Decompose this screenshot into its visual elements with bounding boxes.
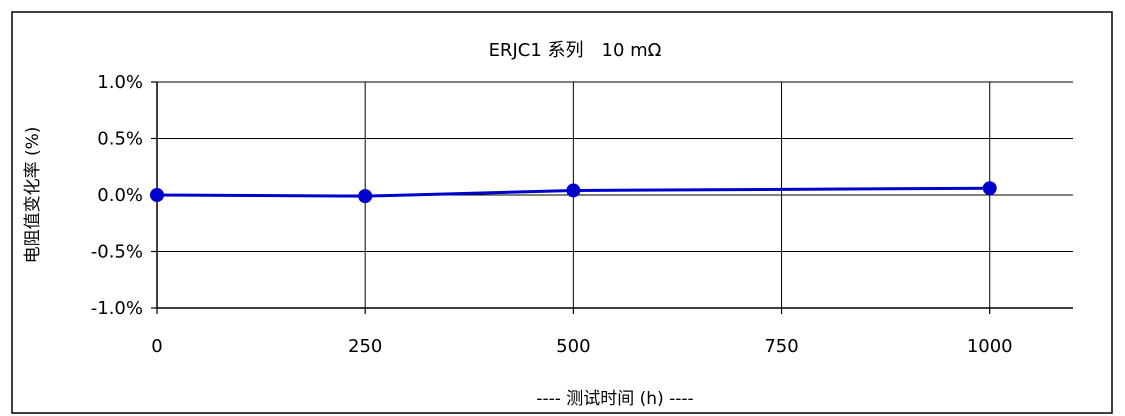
y-axis-label: 电阻值变化率 (%) <box>23 127 43 264</box>
y-tick-label: 0.0% <box>97 185 143 206</box>
x-tick-label: 1000 <box>967 336 1013 357</box>
y-tick-label: 0.5% <box>97 129 143 150</box>
y-tick-label: 1.0% <box>97 72 143 93</box>
data-point <box>983 181 997 195</box>
data-point <box>358 189 372 203</box>
data-point <box>566 183 580 197</box>
chart-title: ERJC1 系列 10 mΩ <box>489 40 662 61</box>
x-tick-label: 0 <box>151 336 162 357</box>
y-tick-label: -1.0% <box>91 298 143 319</box>
x-tick-label: 500 <box>556 336 590 357</box>
data-point <box>150 188 164 202</box>
x-tick-label: 250 <box>348 336 382 357</box>
x-tick-label: 750 <box>764 336 798 357</box>
y-tick-label: -0.5% <box>91 242 143 263</box>
x-axis-label: ---- 测试时间 (h) ---- <box>536 389 693 409</box>
